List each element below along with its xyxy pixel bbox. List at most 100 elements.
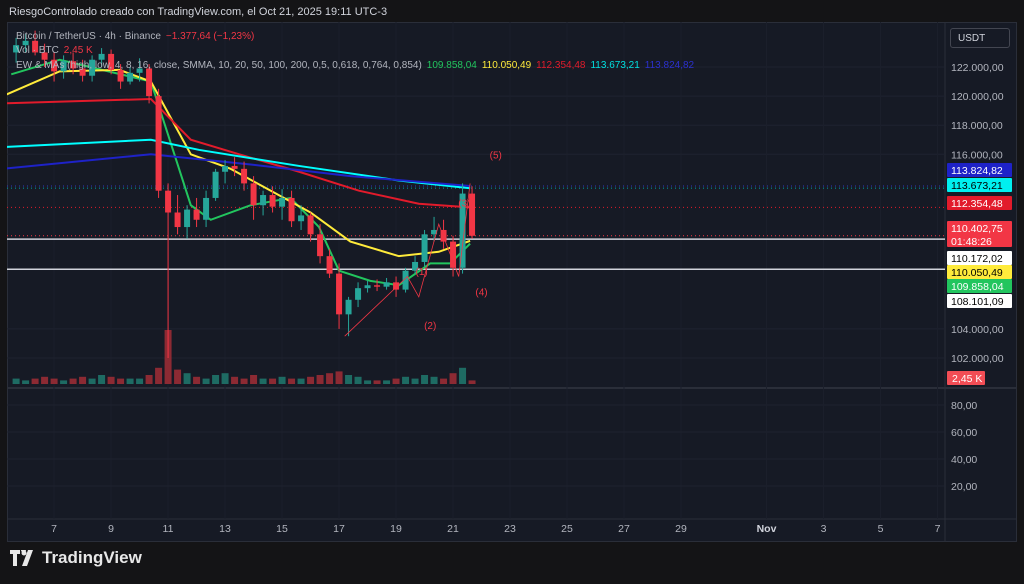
price-label-text: 112.354,48 <box>951 198 1003 210</box>
candle-body <box>98 53 105 60</box>
volume-bar <box>430 376 438 384</box>
volume-bar <box>402 376 410 384</box>
candle-body <box>60 61 67 72</box>
volume-bar <box>250 375 258 384</box>
elliott-wave-label: (5) <box>490 151 502 162</box>
candle-body <box>13 45 20 53</box>
volume-bar <box>126 378 134 384</box>
volume-bar <box>326 373 334 384</box>
legend-symbol-row[interactable]: Bitcoin / TetherUS · 4h · Binance −1.377,… <box>16 31 259 42</box>
price-label-text: 113.824,82 <box>951 165 1003 177</box>
candle-body <box>279 197 286 207</box>
price-label-text: 109.858,04 <box>951 281 1004 293</box>
volume-label-badge <box>947 371 985 385</box>
price-label-text: 108.101,09 <box>951 296 1004 308</box>
currency-button[interactable]: USDT <box>950 28 1010 48</box>
price-change: −1.377,64 (−1,23%) <box>165 31 255 42</box>
candle-body <box>117 69 124 82</box>
volume-bar <box>354 376 362 384</box>
price-tick-label: 122.000,00 <box>951 62 1004 74</box>
volume-bar <box>117 378 125 384</box>
chart-frame <box>7 22 1017 542</box>
volume-bar <box>316 375 324 384</box>
volume-bar <box>193 376 201 384</box>
candle-body <box>222 165 229 172</box>
volume-bar <box>88 378 96 384</box>
ma100-value: 113.673,21 <box>590 60 640 71</box>
tradingview-logo[interactable]: TradingView <box>10 548 142 568</box>
oscillator-tick-label: 40,00 <box>951 454 977 466</box>
time-tick-label: 7 <box>51 523 57 535</box>
volume-bar <box>411 378 419 384</box>
price-label-text: 110.402,75 <box>951 223 1003 235</box>
elliott-wave-label: (2) <box>424 321 436 332</box>
volume-label-text: 2,45 K <box>952 373 982 385</box>
volume-bar <box>459 367 467 384</box>
volume-bar <box>421 375 429 384</box>
volume-bar <box>345 375 353 384</box>
volume-bar <box>69 378 77 384</box>
volume-bar <box>98 375 106 384</box>
candle-body <box>79 68 86 76</box>
price-label-text: 113.673,21 <box>951 180 1003 192</box>
candle-body <box>108 53 115 70</box>
candle-body <box>450 241 457 268</box>
candle-body <box>402 270 409 290</box>
oscillator-tick-label: 80,00 <box>951 400 977 412</box>
candle-body <box>307 215 314 235</box>
ma20-line <box>7 68 471 258</box>
oscillator-tick-label: 60,00 <box>951 427 977 439</box>
legend-volume-row[interactable]: Vol · BTC 2,45 K <box>16 45 98 56</box>
volume-bar <box>278 376 286 384</box>
volume-bar <box>145 375 153 384</box>
candle-body <box>136 68 143 73</box>
time-tick-label: 19 <box>390 523 402 535</box>
volume-bar <box>174 369 182 384</box>
volume-bar <box>60 380 68 384</box>
ma10-line <box>10 58 471 287</box>
candle-body <box>41 52 48 60</box>
legend-indicator-row[interactable]: EW & MAs (high, low, 4, 8, 16, close, SM… <box>16 60 699 71</box>
volume-bar <box>107 376 115 384</box>
candle-body <box>431 229 438 235</box>
candle-body <box>374 285 381 287</box>
volume-bar <box>155 367 163 384</box>
candle-body <box>326 256 333 274</box>
time-tick-label: 3 <box>821 523 827 535</box>
candle-body <box>212 171 219 198</box>
time-tick-label: 23 <box>504 523 516 535</box>
tradingview-logo-icon <box>10 550 33 566</box>
candle-body <box>51 59 58 72</box>
chart-header: RiesgoControlado creado con TradingView.… <box>9 6 388 18</box>
time-tick-label: 25 <box>561 523 573 535</box>
volume-bar <box>449 373 457 384</box>
ma200-line <box>7 153 471 188</box>
candle-body <box>70 61 77 69</box>
ma50-line <box>7 97 471 209</box>
ma200-value: 113.824,82 <box>644 60 695 71</box>
candle-body <box>336 273 343 315</box>
volume-bar <box>297 378 305 384</box>
countdown-text: 01:48:26 <box>951 236 992 248</box>
volume-bar <box>31 378 39 384</box>
volume-label: Vol · BTC <box>16 45 59 56</box>
price-tick-label: 102.000,00 <box>951 353 1004 365</box>
volume-bar <box>41 376 49 384</box>
elliott-wave-label: (4) <box>475 287 487 298</box>
volume-bar <box>364 380 372 384</box>
candle-body <box>383 282 390 287</box>
price-tick-label: 120.000,00 <box>951 91 1004 103</box>
volume-bar <box>373 380 381 384</box>
volume-bar <box>383 380 391 384</box>
candle-body <box>421 234 428 262</box>
time-tick-label: 29 <box>675 523 687 535</box>
candle-body <box>250 183 257 206</box>
candle-body <box>203 197 210 220</box>
price-chart[interactable]: 122.000,00 120.000,00 118.000,00 116.000,00… <box>7 22 1017 542</box>
oscillator-tick-label: 20,00 <box>951 481 977 493</box>
time-tick-label: 17 <box>333 523 345 535</box>
candle-body <box>127 72 134 82</box>
candle-body <box>459 193 466 268</box>
price-label-badge <box>947 196 1012 210</box>
candle-body <box>184 209 191 228</box>
